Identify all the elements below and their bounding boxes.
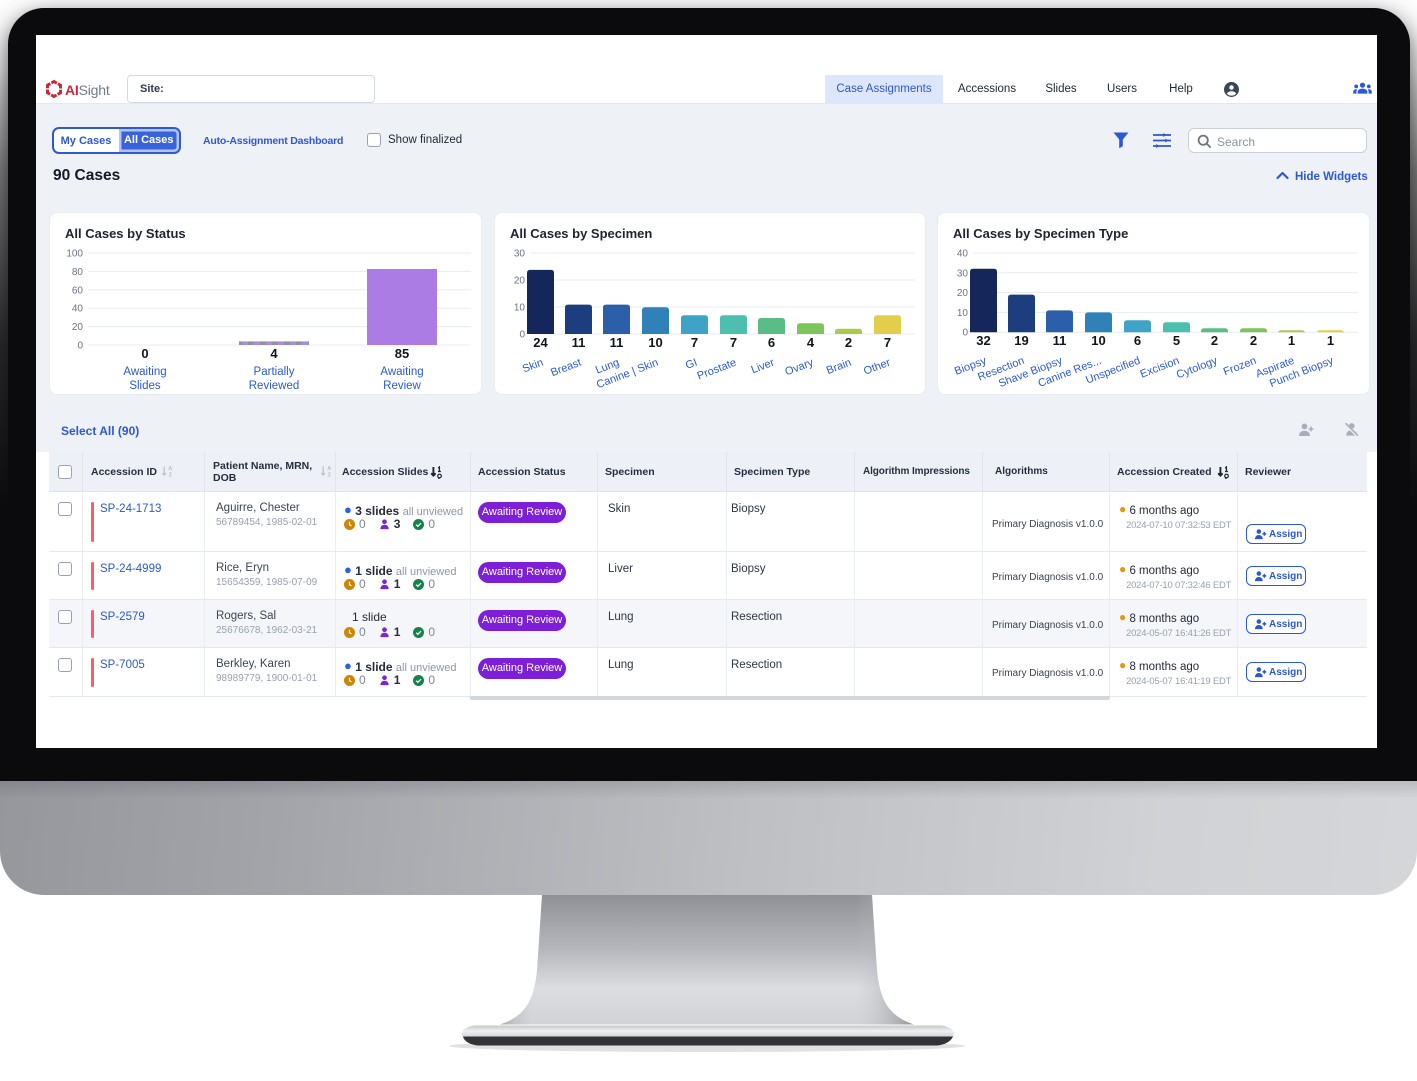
svg-text:30: 30	[514, 249, 526, 260]
svg-text:40: 40	[957, 249, 969, 260]
svg-text:85: 85	[395, 346, 409, 361]
svg-text:Reviewed: Reviewed	[249, 380, 300, 392]
svg-text:0: 0	[962, 328, 968, 339]
svg-text:11: 11	[610, 335, 624, 350]
svg-text:40: 40	[72, 304, 84, 315]
svg-text:11: 11	[572, 335, 586, 350]
svg-text:5: 5	[1173, 333, 1180, 348]
svg-text:80: 80	[72, 267, 84, 278]
svg-text:Brain: Brain	[825, 357, 853, 377]
svg-text:20: 20	[514, 276, 526, 287]
svg-text:0: 0	[77, 341, 83, 352]
svg-text:Awaiting: Awaiting	[380, 366, 423, 378]
svg-text:Skin: Skin	[521, 357, 545, 376]
svg-text:Slides: Slides	[129, 380, 161, 392]
svg-text:A: A	[327, 466, 331, 472]
svg-text:Z: Z	[328, 473, 332, 479]
svg-text:Other: Other	[862, 356, 892, 377]
svg-text:Awaiting: Awaiting	[123, 366, 166, 378]
svg-text:Ovary: Ovary	[783, 356, 815, 378]
svg-text:20: 20	[957, 288, 969, 299]
svg-text:2: 2	[845, 335, 852, 350]
svg-text:10: 10	[648, 335, 662, 350]
svg-text:19: 19	[1014, 333, 1028, 348]
svg-text:Excision: Excision	[1139, 355, 1182, 381]
svg-text:60: 60	[72, 285, 84, 296]
svg-text:0: 0	[141, 346, 148, 361]
svg-text:10: 10	[957, 308, 969, 319]
svg-text:Prostate: Prostate	[696, 357, 739, 383]
svg-text:10: 10	[514, 303, 526, 314]
svg-text:Cytology: Cytology	[1175, 355, 1220, 382]
svg-text:2: 2	[1250, 333, 1257, 348]
svg-text:100: 100	[66, 249, 83, 260]
svg-text:11: 11	[1053, 333, 1067, 348]
svg-text:Review: Review	[383, 380, 421, 392]
svg-text:30: 30	[957, 268, 969, 279]
svg-text:Z: Z	[169, 473, 173, 479]
svg-text:20: 20	[72, 322, 84, 333]
svg-text:7: 7	[884, 335, 891, 350]
svg-text:Liver: Liver	[750, 356, 777, 376]
svg-text:1: 1	[1288, 333, 1295, 348]
svg-text:7: 7	[691, 335, 698, 350]
svg-text:4: 4	[270, 346, 278, 361]
svg-text:Breast: Breast	[549, 357, 583, 380]
svg-text:6: 6	[1134, 333, 1141, 348]
svg-text:Frozen: Frozen	[1222, 355, 1258, 378]
svg-text:GI: GI	[684, 357, 699, 372]
svg-text:Partially: Partially	[254, 366, 295, 378]
svg-text:A: A	[168, 466, 172, 472]
svg-text:4: 4	[807, 335, 815, 350]
svg-text:32: 32	[976, 333, 990, 348]
svg-text:2: 2	[1211, 333, 1218, 348]
svg-text:1: 1	[1327, 333, 1334, 348]
svg-text:0: 0	[519, 330, 525, 341]
svg-text:6: 6	[768, 335, 775, 350]
svg-text:10: 10	[1091, 333, 1105, 348]
svg-text:24: 24	[533, 335, 548, 350]
svg-text:7: 7	[730, 335, 737, 350]
